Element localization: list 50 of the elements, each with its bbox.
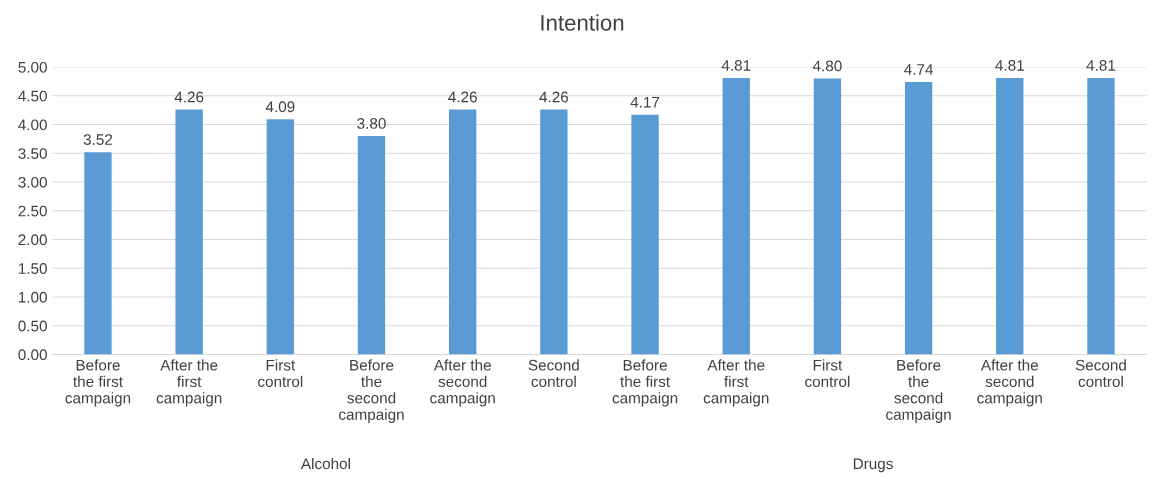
data-label: 4.17 xyxy=(630,96,660,108)
data-label: 4.74 xyxy=(904,64,934,75)
data-label: 4.26 xyxy=(539,91,569,103)
y-tick-label: 3.50 xyxy=(18,148,47,159)
y-tick-label: 3.00 xyxy=(18,176,47,188)
y-tick-label: 4.50 xyxy=(18,90,47,102)
y-tick-label: 1.50 xyxy=(18,263,47,274)
y-tick-label: 5.00 xyxy=(18,61,47,73)
x-tick-label: After the first campaign xyxy=(703,359,769,407)
x-tick-label: After the second campaign xyxy=(430,359,495,407)
bar xyxy=(722,77,750,355)
y-tick-label: 2.50 xyxy=(18,205,47,217)
text: Alcohol xyxy=(300,457,350,470)
x-tick-label: Before the first campaign xyxy=(65,359,131,407)
data-label: 3.80 xyxy=(357,118,386,129)
data-label: 3.52 xyxy=(83,134,113,145)
chart-title: Intention xyxy=(541,14,624,31)
bar xyxy=(266,119,295,355)
bar xyxy=(904,82,933,355)
bar xyxy=(84,152,112,355)
x-tick-label: Before the first campaign xyxy=(612,359,678,407)
x-tick-label: Before the second campaign xyxy=(339,359,404,423)
data-label: 4.81 xyxy=(995,59,1024,71)
bar xyxy=(1087,77,1115,355)
y-tick-label: 2.00 xyxy=(18,234,47,246)
data-label: 4.09 xyxy=(265,101,295,113)
bar xyxy=(813,78,842,355)
x-tick-label: Before the second campaign xyxy=(886,359,951,423)
text: Drugs xyxy=(853,458,893,473)
data-label: 4.81 xyxy=(721,59,751,71)
x-tick-label: First control xyxy=(258,359,303,387)
data-label: 4.81 xyxy=(1086,59,1116,71)
x-tick-label: After the first campaign xyxy=(156,359,222,407)
bar xyxy=(175,109,203,355)
bar xyxy=(996,77,1024,355)
y-tick-label: 1.00 xyxy=(18,291,47,303)
y-tick-label: 4.00 xyxy=(18,119,47,131)
x-tick-label: After the second campaign xyxy=(977,359,1042,407)
data-label: 4.26 xyxy=(448,91,477,103)
bar xyxy=(357,136,386,355)
x-tick-label: First control xyxy=(805,359,850,387)
data-label: 4.26 xyxy=(174,91,204,103)
bar xyxy=(631,114,659,355)
y-tick-label: 0.00 xyxy=(18,349,47,361)
bar xyxy=(540,109,568,355)
x-tick-label: Second control xyxy=(528,359,579,387)
bar xyxy=(449,109,477,355)
data-label: 4.80 xyxy=(812,60,842,72)
y-tick-label: 0.50 xyxy=(18,320,47,332)
x-tick-label: Second control xyxy=(1075,359,1126,387)
